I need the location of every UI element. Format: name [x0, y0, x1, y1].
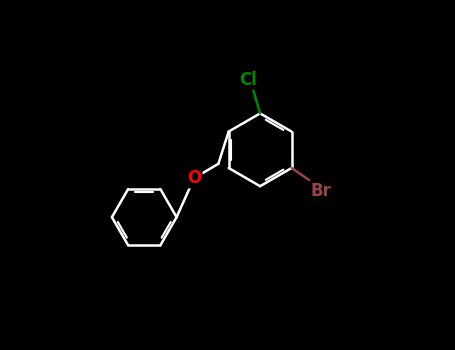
Text: O: O: [187, 169, 201, 187]
Text: Br: Br: [310, 182, 331, 200]
Text: Cl: Cl: [240, 71, 258, 89]
